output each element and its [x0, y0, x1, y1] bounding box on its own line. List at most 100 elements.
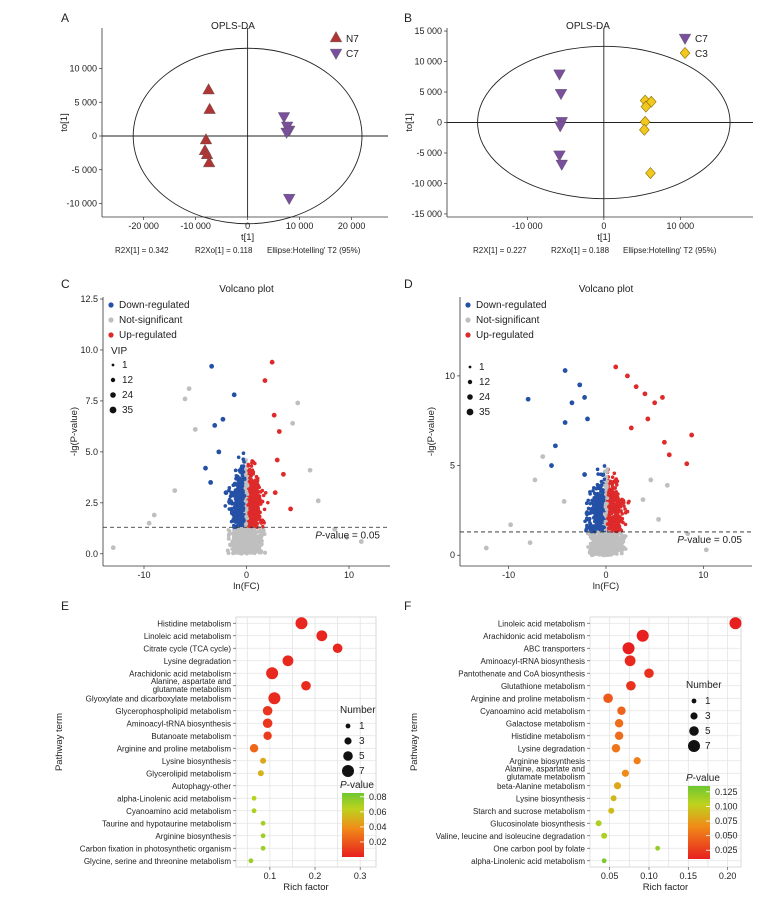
- category-label: Cyanoamino acid metabolism: [480, 707, 585, 716]
- x-tick-label: -10 000: [512, 221, 543, 231]
- data-point: [594, 500, 599, 504]
- data-point: [590, 533, 594, 537]
- legend-marker-c7: [329, 48, 343, 60]
- color-legend-tick: 0.025: [715, 845, 738, 855]
- x-tick-label: -10 000: [180, 221, 211, 231]
- vip-legend-dot: [467, 394, 473, 400]
- size-legend-label: 3: [705, 711, 711, 722]
- data-point: [610, 527, 615, 532]
- bubble: [262, 705, 273, 716]
- bubble: [617, 706, 626, 715]
- data-point: [615, 483, 619, 487]
- data-point-not: [146, 520, 152, 526]
- size-legend-label: 7: [705, 741, 711, 752]
- data-point: [242, 477, 247, 482]
- data-point: [261, 493, 266, 498]
- vip-legend-label: 35: [122, 405, 134, 416]
- data-point-up: [276, 429, 282, 434]
- vip-legend-label: 12: [122, 375, 134, 386]
- legend-label: Not-significant: [476, 315, 540, 326]
- data-point: [255, 521, 260, 526]
- data-point: [232, 542, 237, 547]
- data-point-c3: [645, 167, 656, 180]
- data-point: [621, 500, 626, 505]
- x-axis-label: ln(FC): [593, 581, 619, 592]
- data-point: [241, 508, 246, 513]
- data-point: [619, 548, 624, 553]
- data-point-c7: [280, 127, 293, 139]
- data-point: [600, 498, 604, 503]
- category-label-line1: Alanine, aspartate and: [151, 677, 231, 686]
- color-legend-tick: 0.050: [715, 831, 738, 841]
- size-legend-label: 7: [359, 766, 365, 777]
- category-label: Valine, leucine and isoleucine degradati…: [436, 832, 585, 841]
- x-axis-label: ln(FC): [233, 581, 259, 592]
- category-label: Aminoacyl-tRNA biosynthesis: [481, 657, 585, 666]
- data-point: [592, 519, 597, 524]
- vip-legend-title: VIP: [111, 346, 127, 357]
- data-point: [258, 529, 263, 533]
- y-axis-label: -lg(P-value): [426, 407, 437, 456]
- hotelling-ellipse: [477, 45, 731, 200]
- data-point: [249, 510, 253, 515]
- category-label: Arginine and proline metabolism: [117, 744, 232, 753]
- data-point: [237, 490, 242, 495]
- data-point: [619, 509, 623, 513]
- data-point-up: [660, 395, 665, 400]
- bubble: [603, 693, 613, 704]
- data-point: [596, 472, 600, 476]
- data-point: [248, 519, 253, 523]
- data-point: [262, 507, 267, 512]
- data-point: [604, 507, 609, 512]
- data-point-not: [664, 482, 670, 488]
- color-legend-title: P-value: [340, 780, 374, 791]
- data-point-n7: [199, 133, 213, 145]
- data-point-not: [315, 498, 321, 504]
- data-point: [613, 486, 618, 490]
- data-point: [229, 519, 234, 524]
- color-legend-tick: 0.100: [715, 801, 738, 811]
- data-point-not: [307, 467, 313, 473]
- legend-label: C3: [695, 49, 708, 60]
- data-point: [251, 472, 256, 476]
- data-point-up: [628, 425, 634, 431]
- x-tick-label: 0.05: [601, 871, 619, 881]
- data-point: [593, 503, 597, 508]
- volcano-chart-d: -10 0 10 0 5 10 Volcano plot ln(FC) -lg(P-value)…: [426, 284, 752, 592]
- chart-title: Volcano plot: [579, 284, 634, 295]
- color-bar: [342, 793, 364, 857]
- data-point: [597, 521, 601, 526]
- data-point: [598, 508, 603, 512]
- legend-marker-c3: [679, 47, 691, 59]
- data-point: [602, 464, 607, 468]
- data-point: [261, 519, 266, 524]
- category-label: Butanoate metabolism: [151, 732, 231, 741]
- legend-dot: [108, 317, 114, 323]
- bubble-chart-f: 0.05 0.10 0.15 0.20 Rich factor Pathway term L…: [409, 616, 742, 893]
- data-point: [229, 506, 234, 511]
- data-point-not: [151, 512, 157, 518]
- bubble: [614, 731, 624, 740]
- data-point: [239, 505, 244, 510]
- bubble: [601, 858, 607, 864]
- data-point: [241, 536, 246, 541]
- threshold-label-p: P: [677, 535, 684, 546]
- data-point: [236, 502, 241, 507]
- y-tick-label: 5.0: [85, 447, 98, 457]
- bubble: [260, 820, 266, 826]
- data-point-down: [231, 392, 237, 398]
- data-point: [601, 472, 606, 477]
- category-label: Glycine, serine and threonine metabolism: [84, 857, 232, 866]
- y-tick-label: 5 000: [419, 87, 442, 97]
- data-point: [620, 516, 625, 521]
- data-point: [616, 503, 620, 507]
- data-point: [241, 451, 246, 456]
- data-point-down: [582, 395, 587, 400]
- data-point-down: [569, 400, 575, 406]
- data-point: [605, 496, 610, 500]
- bubble: [268, 692, 281, 705]
- data-point-down: [525, 396, 531, 402]
- data-point: [227, 497, 232, 502]
- data-point: [226, 550, 231, 555]
- data-point: [624, 534, 628, 538]
